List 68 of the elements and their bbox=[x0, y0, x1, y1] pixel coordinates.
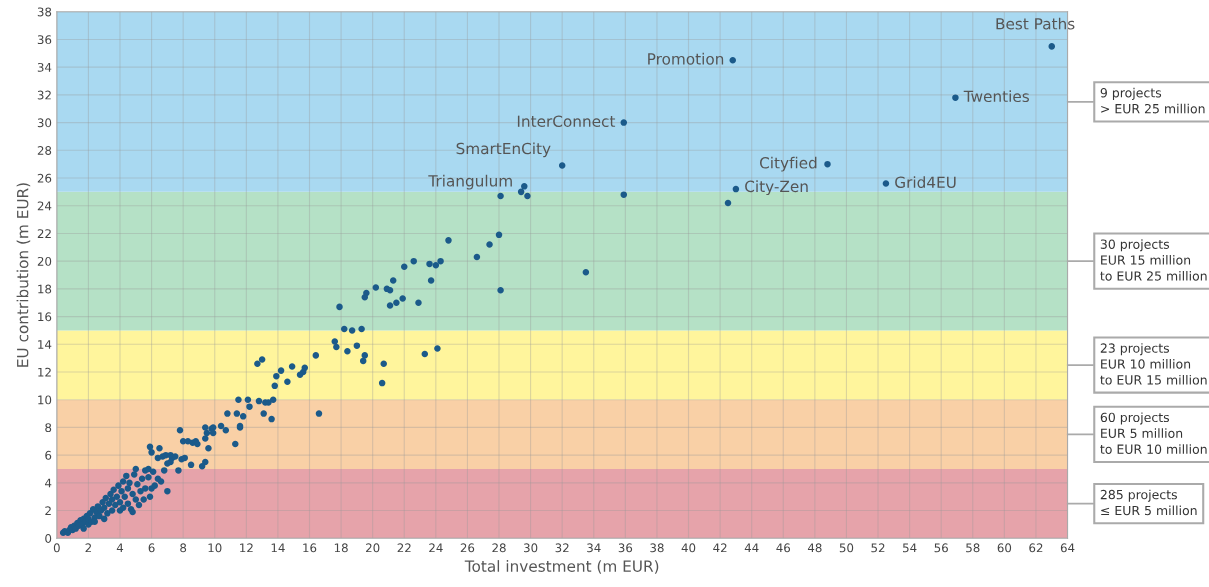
annotation: Triangulum bbox=[428, 174, 512, 190]
x-tick-label: 52 bbox=[871, 543, 885, 553]
band-label: 23 projects EUR 10 million to EUR 15 million bbox=[1100, 343, 1207, 385]
x-tick-label: 6 bbox=[148, 543, 155, 553]
x-tick-label: 36 bbox=[618, 543, 633, 553]
x-tick-label: 38 bbox=[650, 543, 664, 553]
y-tick-label: 34 bbox=[37, 62, 52, 72]
y-tick-label: 14 bbox=[38, 340, 52, 349]
x-tick-label: 2 bbox=[85, 543, 91, 553]
y-tick-label: 0 bbox=[45, 534, 52, 543]
y-tick-label: 16 bbox=[38, 312, 52, 322]
x-tick-label: 4 bbox=[116, 543, 124, 553]
y-tick-label: 24 bbox=[37, 201, 52, 211]
y-tick-label: 30 bbox=[37, 118, 52, 128]
x-tick-label: 12 bbox=[240, 543, 253, 553]
y-axis-title: EU contribution (m EUR) bbox=[16, 183, 31, 367]
y-tick-label: 8 bbox=[45, 423, 52, 433]
y-tick-label: 28 bbox=[37, 146, 52, 155]
x-tick-label: 0 bbox=[53, 543, 60, 553]
x-tick-label: 24 bbox=[429, 543, 443, 553]
y-tick-label: 36 bbox=[37, 35, 52, 45]
x-tick-label: 42 bbox=[713, 543, 727, 553]
x-tick-label: 34 bbox=[587, 543, 601, 553]
y-tick-label: 38 bbox=[37, 7, 52, 17]
annotation: City-Zen bbox=[745, 180, 808, 196]
y-tick-label: 4 bbox=[45, 478, 52, 488]
annotation: Promotion bbox=[648, 52, 724, 65]
annotation: Cityfied bbox=[759, 156, 817, 172]
y-tick-label: 18 bbox=[38, 284, 52, 294]
y-tick-label: 12 bbox=[38, 367, 51, 377]
x-tick-label: 48 bbox=[807, 543, 822, 553]
annotation: InterConnect bbox=[517, 115, 616, 128]
band-label: 285 projects ≤ EUR 5 million bbox=[1100, 489, 1197, 516]
x-axis-title: Total investment (m EUR) bbox=[464, 560, 659, 574]
annotation: Twenties bbox=[963, 90, 1029, 103]
band-label: 9 projects > EUR 25 million bbox=[1100, 87, 1205, 114]
y-tick-label: 26 bbox=[37, 173, 52, 183]
x-tick-label: 28 bbox=[492, 543, 506, 553]
y-tick-label: 20 bbox=[37, 256, 52, 266]
x-tick-label: 18 bbox=[334, 543, 348, 553]
x-tick-label: 22 bbox=[397, 543, 411, 553]
x-tick-label: 46 bbox=[776, 543, 791, 553]
band-label: 30 projects EUR 15 million to EUR 25 million bbox=[1100, 239, 1207, 281]
y-tick-label: 22 bbox=[37, 229, 51, 238]
x-tick-label: 16 bbox=[303, 543, 317, 553]
y-tick-label: 10 bbox=[38, 395, 52, 405]
x-tick-label: 64 bbox=[1060, 543, 1075, 553]
x-tick-label: 32 bbox=[555, 543, 569, 553]
x-tick-label: 50 bbox=[839, 543, 854, 553]
y-tick-label: 2 bbox=[45, 506, 51, 516]
x-tick-label: 44 bbox=[744, 543, 759, 553]
x-tick-label: 62 bbox=[1029, 543, 1043, 553]
x-tick-label: 56 bbox=[934, 543, 948, 553]
x-tick-label: 54 bbox=[903, 543, 917, 553]
y-tick-label: 32 bbox=[37, 90, 51, 100]
x-tick-label: 20 bbox=[366, 543, 380, 553]
annotation: SmartEnCity bbox=[456, 142, 551, 158]
x-tick-label: 30 bbox=[523, 543, 538, 553]
x-tick-label: 60 bbox=[997, 543, 1012, 553]
x-tick-label: 10 bbox=[208, 543, 222, 553]
y-tick-label: 6 bbox=[45, 450, 52, 460]
band-label: 60 projects EUR 5 million to EUR 10 million bbox=[1100, 412, 1207, 454]
x-tick-label: 40 bbox=[681, 543, 696, 553]
x-tick-label: 8 bbox=[180, 543, 187, 553]
x-tick-label: 58 bbox=[966, 543, 980, 553]
x-tick-label: 14 bbox=[271, 543, 285, 553]
annotation: Grid4EU bbox=[895, 176, 956, 188]
x-tick-label: 26 bbox=[460, 543, 475, 553]
